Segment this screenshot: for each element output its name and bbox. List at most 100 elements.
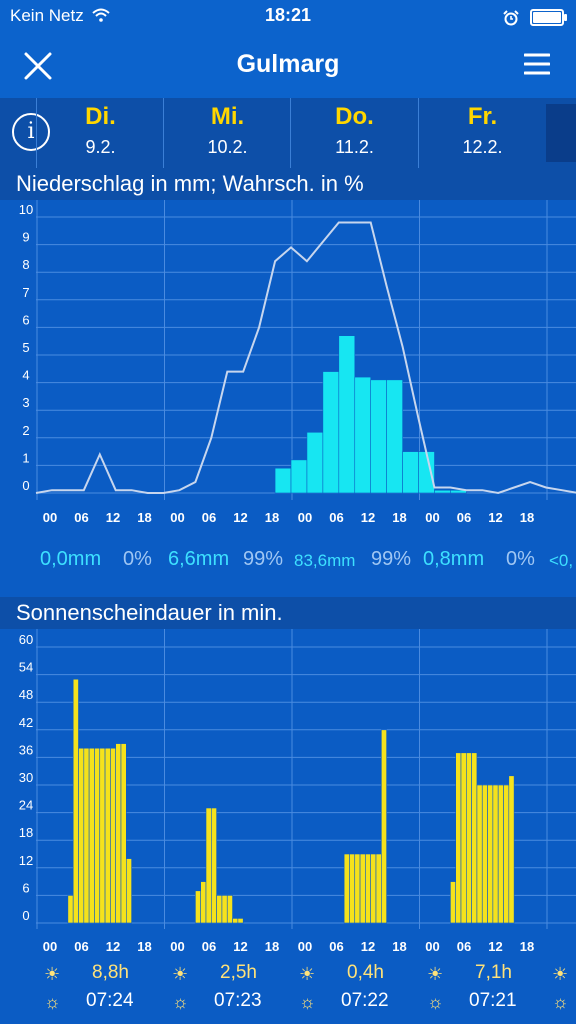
bar	[354, 376, 372, 494]
bar	[381, 729, 387, 924]
bar	[375, 853, 382, 924]
hour-label: 18	[519, 510, 535, 525]
sun-hours-0: 8,8h	[92, 962, 129, 983]
day-date: 12.2.	[462, 137, 503, 157]
bar	[216, 895, 223, 924]
bar	[497, 784, 504, 924]
y-tick-label: 7	[22, 285, 29, 300]
bar	[200, 881, 207, 924]
hour-label: 00	[425, 939, 440, 954]
y-tick-label: 42	[19, 715, 33, 730]
bar	[274, 467, 292, 494]
sun-icon: ☀	[44, 964, 61, 984]
precip-mm-4: <0,	[549, 551, 574, 570]
y-tick-label: 10	[19, 202, 33, 217]
sun-section-title: Sonnenscheindauer in min.	[0, 597, 576, 629]
y-tick-label: 48	[19, 687, 33, 702]
precip-mm-2: 83,6mm	[294, 551, 356, 570]
precipitation-chart: 0 1 2 3 4 5 6 7 8 9 10	[19, 200, 576, 500]
hour-label: 12	[105, 939, 121, 954]
y-tick-label: 1	[22, 450, 29, 465]
bar	[338, 335, 356, 494]
bar	[195, 890, 201, 924]
hour-label: 12	[360, 510, 376, 525]
sunrise-icon: ☼	[172, 992, 189, 1012]
precip-section-title: Niederschlag in mm; Wahrsch. in %	[0, 168, 576, 200]
bar	[434, 489, 451, 494]
hour-label: 00	[170, 510, 185, 525]
hour-label: 00	[297, 510, 313, 525]
bar	[365, 853, 371, 924]
day-name: Fr.	[467, 103, 498, 130]
day-header: i Di. 9.2. Mi. 10.2. Do. 11.2. Fr. 12.2.	[0, 98, 576, 168]
hour-label: 18	[392, 939, 407, 954]
y-tick-label: 6	[22, 880, 29, 895]
y-tick-label: 5	[22, 340, 29, 355]
bar	[322, 371, 340, 494]
bar	[359, 853, 366, 924]
y-tick-label: 12	[19, 853, 33, 868]
bar	[211, 807, 217, 924]
hour-label: 00	[170, 939, 185, 954]
hour-label: 12	[488, 510, 503, 525]
bar	[120, 743, 127, 924]
sunrise-icon: ☼	[44, 992, 61, 1012]
hour-label: 06	[74, 510, 89, 525]
sun-hours-3: 7,1h	[475, 962, 512, 983]
sunrise-icon: ☼	[552, 992, 569, 1012]
status-time: 18:21	[264, 5, 312, 25]
page-title: Gulmarg	[236, 50, 340, 78]
bar	[290, 459, 308, 494]
alarm-icon	[503, 9, 519, 26]
hour-label: 18	[137, 510, 152, 525]
day-tab-2[interactable]: Do. 11.2.	[290, 98, 418, 168]
y-tick-label: 0	[22, 478, 29, 493]
bar	[418, 451, 435, 494]
bar	[110, 747, 116, 924]
sunrise-0: 07:24	[86, 990, 134, 1011]
day-name: Mi.	[210, 103, 245, 130]
hour-label: 06	[201, 510, 217, 525]
bar	[72, 678, 79, 924]
hour-label: 12	[488, 939, 503, 954]
bar	[476, 784, 483, 924]
sun-icon: ☀	[299, 964, 316, 984]
bar	[481, 784, 488, 924]
day-date: 11.2.	[335, 137, 374, 157]
bar	[226, 895, 233, 924]
info-icon[interactable]: i	[12, 113, 50, 151]
battery-icon	[530, 9, 567, 27]
hour-label: 00	[425, 510, 440, 525]
day-name: Do.	[335, 103, 374, 130]
y-tick-label: 18	[19, 825, 33, 840]
day-tab-3[interactable]: Fr. 12.2.	[418, 98, 546, 168]
bar	[232, 918, 239, 924]
y-tick-label: 30	[19, 770, 33, 785]
precip-pct-2: 99%	[371, 548, 412, 570]
sunrise-2: 07:22	[341, 990, 389, 1011]
status-bar: Kein Netz 18:21	[0, 0, 576, 32]
bar	[104, 747, 111, 924]
day-date: 10.2.	[207, 137, 248, 157]
bar	[126, 858, 132, 924]
hour-label: 12	[233, 939, 248, 954]
sun-hours-1: 2,5h	[220, 962, 257, 983]
bar	[349, 853, 356, 924]
bar	[508, 775, 515, 924]
day-tab-next-stub[interactable]	[546, 104, 576, 162]
hour-label: 06	[329, 939, 344, 954]
bar	[88, 747, 95, 924]
day-tab-0[interactable]: Di. 9.2.	[36, 98, 164, 168]
bar	[94, 747, 101, 924]
precip-pct-0: 0%	[123, 548, 152, 570]
day-tab-1[interactable]: Mi. 10.2.	[163, 98, 291, 168]
y-tick-label: 60	[19, 632, 33, 647]
hour-label: 06	[456, 510, 472, 525]
hour-label: 18	[392, 510, 407, 525]
bar	[487, 784, 494, 924]
hamburger-menu-icon[interactable]	[524, 52, 550, 76]
y-tick-label: 54	[19, 660, 33, 675]
day-name: Di.	[85, 103, 116, 130]
close-icon[interactable]	[22, 50, 54, 82]
bar	[78, 747, 85, 924]
